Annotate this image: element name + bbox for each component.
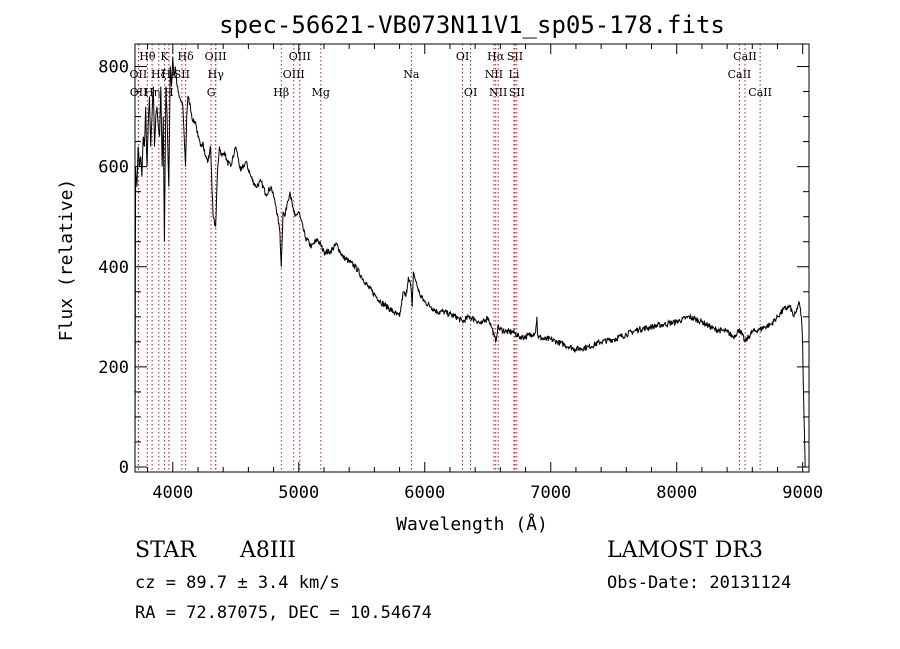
x-tick-label-2: 6000 bbox=[404, 483, 445, 503]
marker-label-25: SII bbox=[509, 86, 525, 99]
chart-title: spec-56621-VB073N11V1_sp05-178.fits bbox=[219, 11, 725, 39]
marker-label-0: OII bbox=[130, 68, 148, 81]
x-tick-label-5: 9000 bbox=[782, 483, 823, 503]
marker-label-27: CaII bbox=[733, 50, 757, 63]
y-tick-label-2: 400 bbox=[98, 258, 129, 278]
marker-label-4: Hζ bbox=[151, 68, 167, 81]
marker-label-8: SII bbox=[174, 68, 190, 81]
survey-name: LAMOST DR3 bbox=[607, 538, 763, 563]
marker-label-17: Na bbox=[403, 68, 420, 81]
marker-label-28: CaII bbox=[748, 86, 772, 99]
spectral-line-markers: OIIOIIHθHηHζKHHεSIIHδOIIIHγGHβOIIIOIIIMg… bbox=[130, 44, 772, 472]
x-tick-label-3: 7000 bbox=[530, 483, 571, 503]
marker-label-1: OII bbox=[130, 86, 148, 99]
marker-label-18: OI bbox=[456, 50, 469, 63]
x-tick-label-0: 4000 bbox=[152, 483, 193, 503]
x-tick-label-1: 5000 bbox=[278, 483, 319, 503]
marker-label-19: OI bbox=[464, 86, 477, 99]
obs-date: Obs-Date: 20131124 bbox=[607, 573, 792, 593]
marker-label-14: OIII bbox=[283, 68, 305, 81]
marker-label-16: Mg bbox=[312, 86, 330, 99]
y-tick-label-1: 200 bbox=[98, 358, 129, 378]
marker-label-23: SII bbox=[507, 50, 523, 63]
y-tick-label-0: 0 bbox=[119, 458, 129, 478]
marker-label-22: Hα bbox=[487, 50, 505, 63]
object-subclass: A8III bbox=[240, 538, 296, 563]
x-axis-ticks: 4000 5000 6000 7000 8000 9000 bbox=[147, 44, 823, 503]
spectrum-series bbox=[134, 56, 806, 468]
marker-label-21: NII bbox=[489, 86, 507, 99]
x-tick-label-4: 8000 bbox=[656, 483, 697, 503]
y-tick-label-3: 600 bbox=[98, 158, 129, 178]
y-axis-label: Flux (relative) bbox=[56, 179, 77, 342]
y-tick-label-4: 800 bbox=[98, 58, 129, 78]
marker-label-5: K bbox=[160, 50, 169, 63]
spectrum-line bbox=[134, 56, 806, 468]
marker-label-9: Hδ bbox=[178, 50, 195, 63]
marker-label-26: CaII bbox=[728, 68, 752, 81]
y-axis-ticks: 0 200 400 600 800 bbox=[98, 58, 809, 478]
marker-label-11: Hγ bbox=[208, 68, 225, 81]
plot-frame bbox=[134, 43, 810, 473]
marker-label-12: G bbox=[207, 86, 216, 99]
x-axis-label: Wavelength (Å) bbox=[396, 513, 548, 535]
marker-label-13: Hβ bbox=[273, 86, 289, 99]
redshift-readout: cz = 89.7 ± 3.4 km/s bbox=[135, 573, 340, 593]
marker-label-20: NII bbox=[485, 68, 503, 81]
marker-label-7: Hε bbox=[161, 68, 177, 81]
marker-label-24: Li bbox=[509, 68, 520, 81]
marker-label-3: Hη bbox=[144, 86, 160, 99]
coordinates: RA = 72.87075, DEC = 10.54674 bbox=[135, 603, 432, 623]
marker-label-2: Hθ bbox=[139, 50, 156, 63]
marker-label-15: OIII bbox=[289, 50, 311, 63]
object-class: STAR bbox=[135, 538, 196, 563]
